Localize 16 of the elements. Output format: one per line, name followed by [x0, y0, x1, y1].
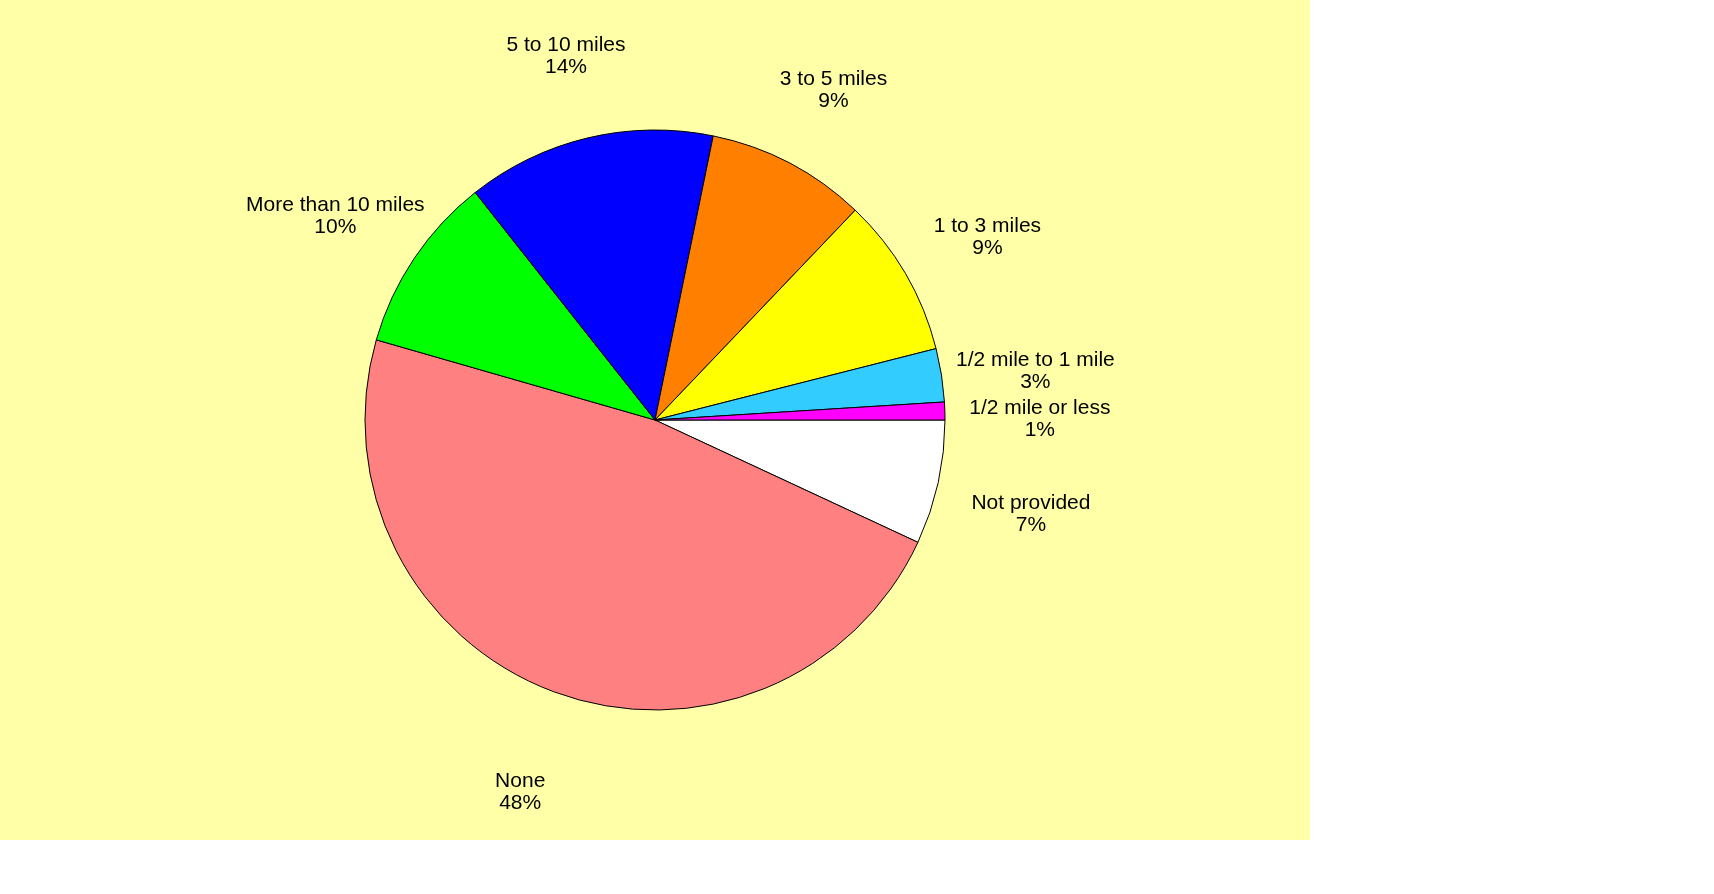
slice-label: More than 10 miles	[246, 192, 425, 216]
data-label: 14%	[544, 54, 588, 78]
slice-label: 1 to 3 miles	[933, 212, 1042, 236]
slice-label: 1/2 mile or less	[969, 395, 1111, 419]
data-label: 7%	[1015, 512, 1047, 536]
slice-label: Not provided	[971, 490, 1091, 514]
data-label: 3%	[1020, 369, 1051, 393]
slice-label: 3 to 5 miles	[779, 65, 888, 89]
data-label: 9%	[972, 234, 1003, 258]
data-label: 9%	[818, 87, 849, 111]
slice-label: None	[495, 767, 546, 791]
slice-label: 1/2 mile to 1 mile	[955, 347, 1115, 371]
slice-label: 5 to 10 miles	[506, 32, 626, 56]
data-label: 10%	[314, 214, 357, 238]
data-label: 48%	[499, 789, 542, 813]
data-label: 1%	[1024, 417, 1055, 441]
